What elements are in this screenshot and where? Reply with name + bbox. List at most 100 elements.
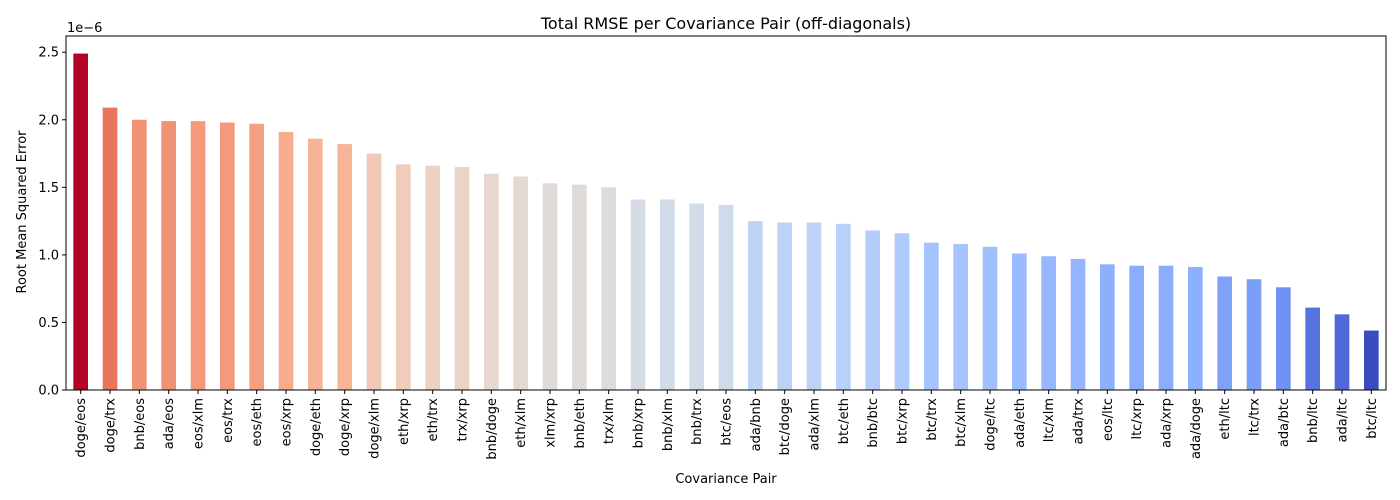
bar	[953, 244, 968, 390]
x-tick-label: ltc/xrp	[1130, 398, 1145, 440]
y-tick-label: 2.0	[38, 113, 59, 128]
bar	[689, 203, 704, 390]
x-tick-label: ada/eth	[1013, 398, 1028, 448]
x-tick-label: eos/xlm	[192, 398, 207, 449]
x-tick-label: btc/xlm	[954, 398, 969, 447]
bar	[836, 223, 851, 390]
x-tick-label: btc/eth	[837, 398, 852, 444]
y-tick-label: 1.0	[38, 248, 59, 263]
bar	[1276, 287, 1291, 390]
bar	[924, 242, 939, 390]
x-tick-label: btc/ltc	[1365, 398, 1380, 439]
bar	[278, 131, 294, 390]
x-tick-label: trx/xlm	[602, 398, 617, 444]
y-tick-label: 0.5	[38, 316, 59, 331]
bar	[425, 165, 440, 390]
x-tick-label: eos/ltc	[1101, 398, 1116, 441]
plot-area: 0.0 0.5 1.0 1.5 2.0 2.5 doge/eos doge/trx bnb/eo…	[38, 35, 1387, 460]
x-tick-label: bnb/eth	[573, 398, 588, 448]
bar	[542, 183, 558, 390]
bar	[777, 222, 792, 390]
x-tick-label: ada/btc	[1277, 398, 1292, 447]
bar	[806, 222, 822, 390]
x-tick-label: ada/xrp	[1160, 398, 1175, 448]
bar	[454, 167, 470, 390]
bar	[161, 121, 176, 391]
bar	[1364, 330, 1379, 390]
x-tick-label: eth/ltc	[1218, 398, 1233, 440]
y-axis-label: Root Mean Squared Error	[15, 130, 30, 294]
x-tick-label: eos/eth	[250, 398, 265, 446]
x-tick-label: eth/xlm	[514, 398, 529, 448]
bar	[513, 176, 528, 390]
x-tick-label: bnb/eos	[133, 398, 148, 450]
x-tick-label: ada/eos	[162, 398, 177, 450]
bar	[308, 138, 323, 390]
x-tick-label: btc/trx	[925, 398, 940, 441]
y-scale-label: 1e−6	[67, 21, 102, 36]
bar	[337, 144, 352, 390]
x-tick-label: ada/trx	[1072, 398, 1087, 445]
x-tick-label: doge/xrp	[338, 398, 353, 456]
x-tick-label: btc/doge	[778, 398, 793, 455]
bar	[894, 233, 910, 390]
x-tick-label: bnb/trx	[690, 398, 705, 445]
x-tick-label: bnb/doge	[485, 398, 500, 460]
x-tick-label: eth/trx	[426, 398, 441, 442]
x-tick-label: doge/eos	[74, 398, 89, 458]
x-tick-label: btc/xrp	[896, 398, 911, 444]
x-tick-label: ada/bnb	[749, 398, 764, 451]
bar	[73, 53, 88, 391]
x-tick-label: doge/ltc	[984, 398, 999, 451]
x-tick-label: doge/xlm	[368, 398, 383, 459]
chart-title: Total RMSE per Covariance Pair (off-diag…	[540, 14, 911, 33]
bar	[1188, 267, 1203, 390]
bar	[396, 164, 411, 390]
bar	[1305, 307, 1320, 390]
bar	[249, 123, 264, 390]
x-tick-label: btc/eos	[720, 398, 735, 446]
bar	[1041, 256, 1056, 390]
x-tick-label: bnb/ltc	[1306, 398, 1321, 443]
y-tick-label: 1.5	[38, 181, 59, 196]
bar	[1012, 253, 1027, 390]
x-tick-label: ltc/trx	[1248, 398, 1263, 436]
y-tick-label: 2.5	[38, 46, 59, 61]
plot-frame	[65, 35, 1387, 391]
x-axis-label: Covariance Pair	[675, 472, 777, 487]
x-tick-label: ada/ltc	[1336, 398, 1351, 442]
bar	[1158, 265, 1174, 390]
bar	[718, 204, 734, 390]
bar	[1217, 276, 1232, 390]
bar	[190, 121, 206, 391]
x-tick-label: trx/xrp	[456, 398, 471, 441]
bar	[220, 122, 235, 390]
x-tick-label: bnb/xlm	[661, 398, 676, 451]
bar	[1246, 279, 1262, 390]
bar	[748, 221, 763, 390]
x-tick-label: ada/xlm	[808, 398, 823, 451]
bar	[1100, 264, 1115, 390]
bar	[1334, 314, 1350, 390]
x-tick-label: bnb/btc	[866, 398, 881, 448]
bar	[1070, 258, 1086, 390]
bar	[601, 187, 616, 390]
bar	[572, 184, 587, 390]
bar	[660, 199, 675, 390]
bar	[982, 246, 998, 390]
y-tick-label: 0.0	[38, 384, 59, 399]
x-tick-label: doge/eth	[309, 398, 324, 456]
bar	[865, 230, 880, 390]
x-tick-label: eos/trx	[221, 398, 236, 443]
x-tick-label: doge/trx	[104, 398, 119, 453]
x-tick-label: eos/xrp	[280, 398, 295, 446]
x-tick-label: ltc/xlm	[1042, 398, 1057, 442]
bar	[366, 153, 382, 390]
x-tick-label: ada/doge	[1189, 398, 1204, 459]
bar	[630, 199, 646, 390]
x-tick-label: bnb/xrp	[632, 398, 647, 448]
x-tick-label: eth/xrp	[397, 398, 412, 445]
x-tick-label: xlm/xrp	[544, 398, 559, 448]
bar	[132, 119, 147, 391]
